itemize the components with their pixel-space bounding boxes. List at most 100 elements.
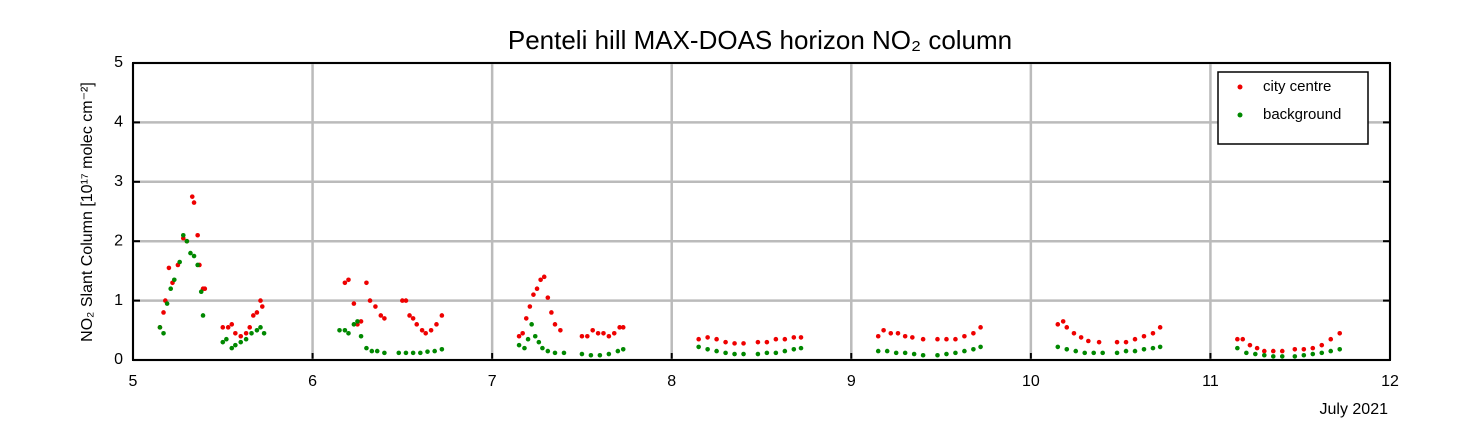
point (1100, 350, 1105, 356)
point (198, 289, 204, 294)
point (1141, 333, 1147, 339)
point (561, 350, 567, 356)
x-axis-label: July 2021 (1320, 401, 1389, 418)
point (1060, 319, 1066, 324)
point (407, 313, 412, 318)
point (1078, 335, 1084, 340)
point (962, 333, 967, 339)
point (1240, 336, 1246, 342)
point (254, 328, 260, 333)
point (971, 347, 976, 352)
point (425, 349, 430, 354)
point (579, 351, 585, 357)
point (902, 333, 908, 339)
point (1247, 342, 1253, 348)
plot-frame (132, 62, 1391, 361)
y-tick-label: 4 (114, 114, 123, 131)
point (1082, 350, 1088, 356)
point (1091, 350, 1097, 356)
point (516, 342, 522, 348)
point (1270, 348, 1276, 354)
point (696, 344, 701, 350)
point (911, 351, 917, 357)
point (935, 336, 940, 342)
point (1292, 347, 1298, 352)
point (773, 350, 779, 356)
point (177, 259, 182, 265)
point (367, 298, 373, 303)
point (516, 333, 522, 339)
point (902, 350, 908, 356)
point (1157, 344, 1163, 350)
point (1253, 351, 1258, 357)
point (732, 351, 737, 357)
point (229, 345, 235, 351)
point (400, 298, 405, 303)
point (1071, 330, 1077, 336)
point (791, 335, 797, 340)
point (1055, 344, 1061, 350)
point (161, 330, 166, 336)
point (195, 262, 200, 268)
point (1337, 330, 1343, 336)
point (606, 333, 612, 339)
point (611, 330, 617, 336)
point (798, 345, 804, 351)
point (595, 330, 601, 336)
point (1123, 339, 1129, 345)
x-tick-label: 11 (1202, 373, 1219, 390)
point (714, 348, 719, 354)
point (705, 335, 710, 340)
point (1141, 347, 1147, 352)
point (251, 313, 256, 318)
point (191, 200, 197, 205)
point (396, 350, 402, 356)
point (225, 325, 231, 330)
point (523, 316, 529, 321)
point (346, 277, 351, 283)
point (875, 333, 881, 339)
point (168, 286, 174, 292)
y-tick-label: 0 (114, 351, 123, 368)
point (1270, 354, 1276, 359)
point (1337, 347, 1343, 352)
point (157, 325, 163, 330)
point (172, 277, 177, 283)
point (962, 348, 967, 354)
x-tick-label: 10 (1022, 373, 1040, 390)
point (1157, 325, 1163, 330)
point (261, 330, 267, 336)
point (161, 310, 166, 315)
point (358, 319, 364, 324)
point (254, 310, 260, 315)
y-tick-label: 5 (114, 54, 123, 71)
point (202, 286, 208, 292)
point (875, 348, 881, 354)
point (540, 345, 545, 351)
point (935, 352, 940, 358)
point (534, 286, 540, 292)
point (403, 298, 409, 303)
point (419, 328, 425, 333)
point (220, 339, 226, 345)
point (764, 339, 770, 345)
point (585, 333, 590, 339)
y-tick-label: 1 (114, 292, 123, 309)
point (755, 351, 761, 357)
point (247, 325, 253, 330)
point (414, 322, 420, 327)
point (220, 325, 226, 330)
point (439, 313, 445, 318)
point (1064, 347, 1070, 352)
point (337, 328, 342, 333)
point (525, 336, 531, 342)
point (541, 274, 547, 280)
point (741, 351, 746, 357)
point (764, 350, 770, 356)
point (195, 232, 200, 238)
point (258, 298, 263, 303)
point (351, 322, 357, 327)
point (224, 336, 229, 342)
point (552, 322, 558, 327)
